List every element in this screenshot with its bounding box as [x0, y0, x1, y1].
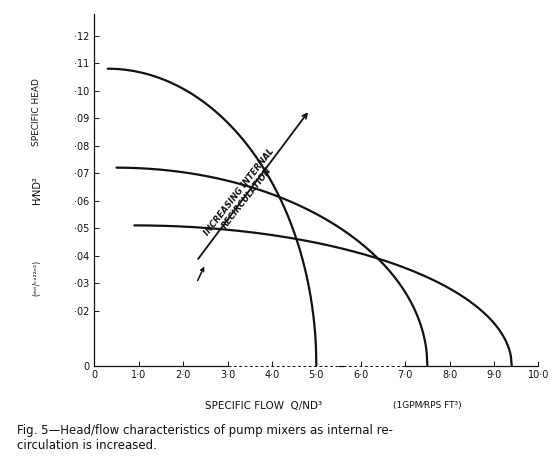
Text: INCREASING INTERNAL
RECIRCULATION: INCREASING INTERNAL RECIRCULATION	[202, 147, 284, 244]
Text: Fig. 5—Head/flow characteristics of pump mixers as internal re-
circulation is i: Fig. 5—Head/flow characteristics of pump…	[17, 425, 392, 452]
Text: H⁄ND²: H⁄ND²	[32, 176, 42, 203]
Text: SPECIFIC FLOW  Q/ND³: SPECIFIC FLOW Q/ND³	[204, 401, 322, 411]
Text: (ᵈᵒᵗ/ᵏᵒ²²ᵒ²): (ᵈᵒᵗ/ᵏᵒ²²ᵒ²)	[32, 260, 41, 296]
Text: SPECIFIC HEAD: SPECIFIC HEAD	[32, 78, 41, 146]
Text: (1GPM⁄RPS FT³): (1GPM⁄RPS FT³)	[393, 401, 462, 410]
